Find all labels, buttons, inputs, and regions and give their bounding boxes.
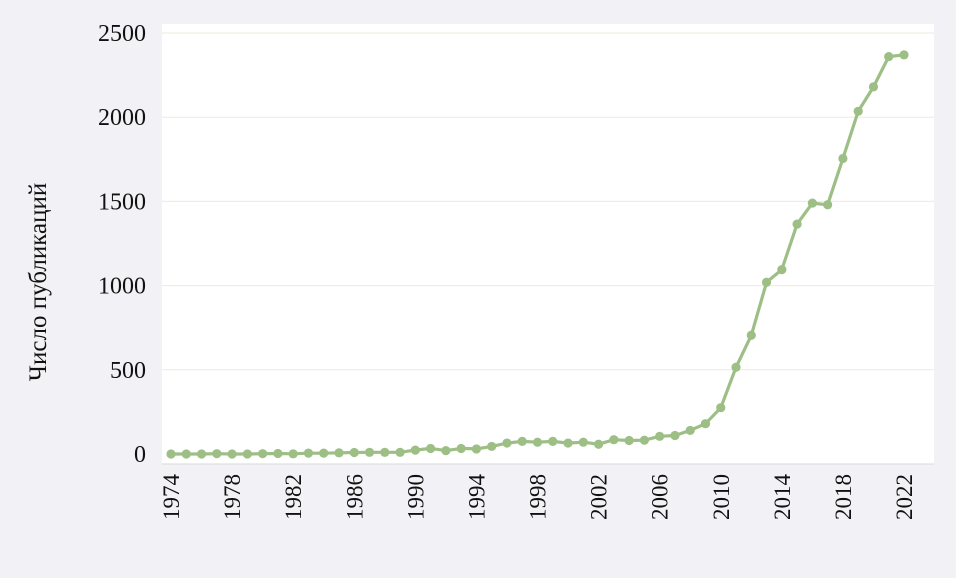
y-tick-label: 0: [134, 442, 146, 468]
data-point: [212, 449, 222, 459]
x-axis-ticks: 1974 1978 1982 1986 1990 1994 1998 2002 2006 2010…: [159, 474, 917, 521]
y-tick-label: 1000: [98, 274, 146, 300]
data-point: [731, 362, 741, 372]
data-point: [563, 438, 573, 448]
data-point: [853, 106, 863, 116]
x-tick-label: 1990: [403, 474, 428, 520]
data-point: [258, 449, 268, 459]
x-tick-label: 2006: [648, 474, 673, 520]
data-point: [517, 436, 527, 446]
data-point: [655, 431, 665, 441]
data-point: [426, 443, 436, 454]
data-point: [471, 444, 482, 454]
data-point: [319, 448, 329, 458]
data-point: [288, 449, 298, 459]
data-point: [349, 447, 359, 458]
y-axis-label: Число публикаций: [25, 183, 52, 381]
data-point: [303, 448, 314, 458]
x-tick-label: 2022: [892, 474, 917, 520]
data-point: [242, 449, 252, 459]
data-point: [868, 82, 879, 92]
data-point: [823, 200, 833, 210]
gridlines: [162, 32, 934, 465]
data-points: [166, 50, 909, 459]
x-tick-label: 1994: [464, 474, 489, 521]
x-tick-label: 2014: [770, 474, 795, 521]
data-point: [334, 448, 344, 458]
x-tick-label: 1982: [281, 474, 306, 520]
data-point: [807, 198, 817, 208]
data-point: [456, 443, 466, 454]
y-tick-label: 1500: [98, 189, 146, 215]
data-point: [700, 419, 711, 429]
data-point: [884, 51, 894, 62]
x-tick-label: 2018: [831, 474, 856, 520]
data-point: [227, 449, 237, 459]
data-point: [410, 445, 420, 455]
data-point: [364, 447, 375, 457]
y-tick-label: 2000: [98, 105, 146, 131]
data-point: [487, 441, 497, 452]
x-tick-label: 2002: [587, 474, 612, 520]
data-point: [716, 403, 726, 413]
x-tick-label: 1998: [526, 474, 551, 520]
data-point: [593, 439, 604, 449]
data-point: [273, 448, 283, 459]
data-point: [761, 277, 772, 287]
data-point: [395, 447, 405, 457]
x-tick-label: 2010: [709, 474, 734, 520]
x-tick-label: 1986: [342, 474, 367, 520]
data-point: [624, 435, 634, 446]
data-point: [609, 435, 619, 445]
y-tick-label: 2500: [98, 21, 146, 47]
data-point: [166, 449, 176, 459]
data-point: [639, 435, 649, 445]
data-point: [792, 219, 802, 229]
data-point: [196, 449, 207, 459]
data-point: [899, 50, 909, 60]
data-point: [441, 446, 451, 456]
plot-area: [162, 24, 934, 464]
data-point: [838, 153, 848, 164]
data-point: [380, 447, 390, 457]
data-point: [685, 425, 695, 436]
data-point: [181, 449, 191, 459]
data-point: [532, 437, 543, 447]
data-point: [670, 430, 680, 441]
data-point: [746, 330, 756, 340]
data-point: [777, 265, 787, 275]
data-point: [578, 437, 588, 447]
y-axis-ticks: 0 500 1000 1500 2000 2500: [98, 21, 146, 468]
y-tick-label: 500: [110, 358, 146, 384]
data-point: [502, 438, 512, 448]
x-tick-label: 1974: [159, 474, 184, 521]
data-point: [548, 436, 558, 446]
x-tick-label: 1978: [220, 474, 245, 520]
